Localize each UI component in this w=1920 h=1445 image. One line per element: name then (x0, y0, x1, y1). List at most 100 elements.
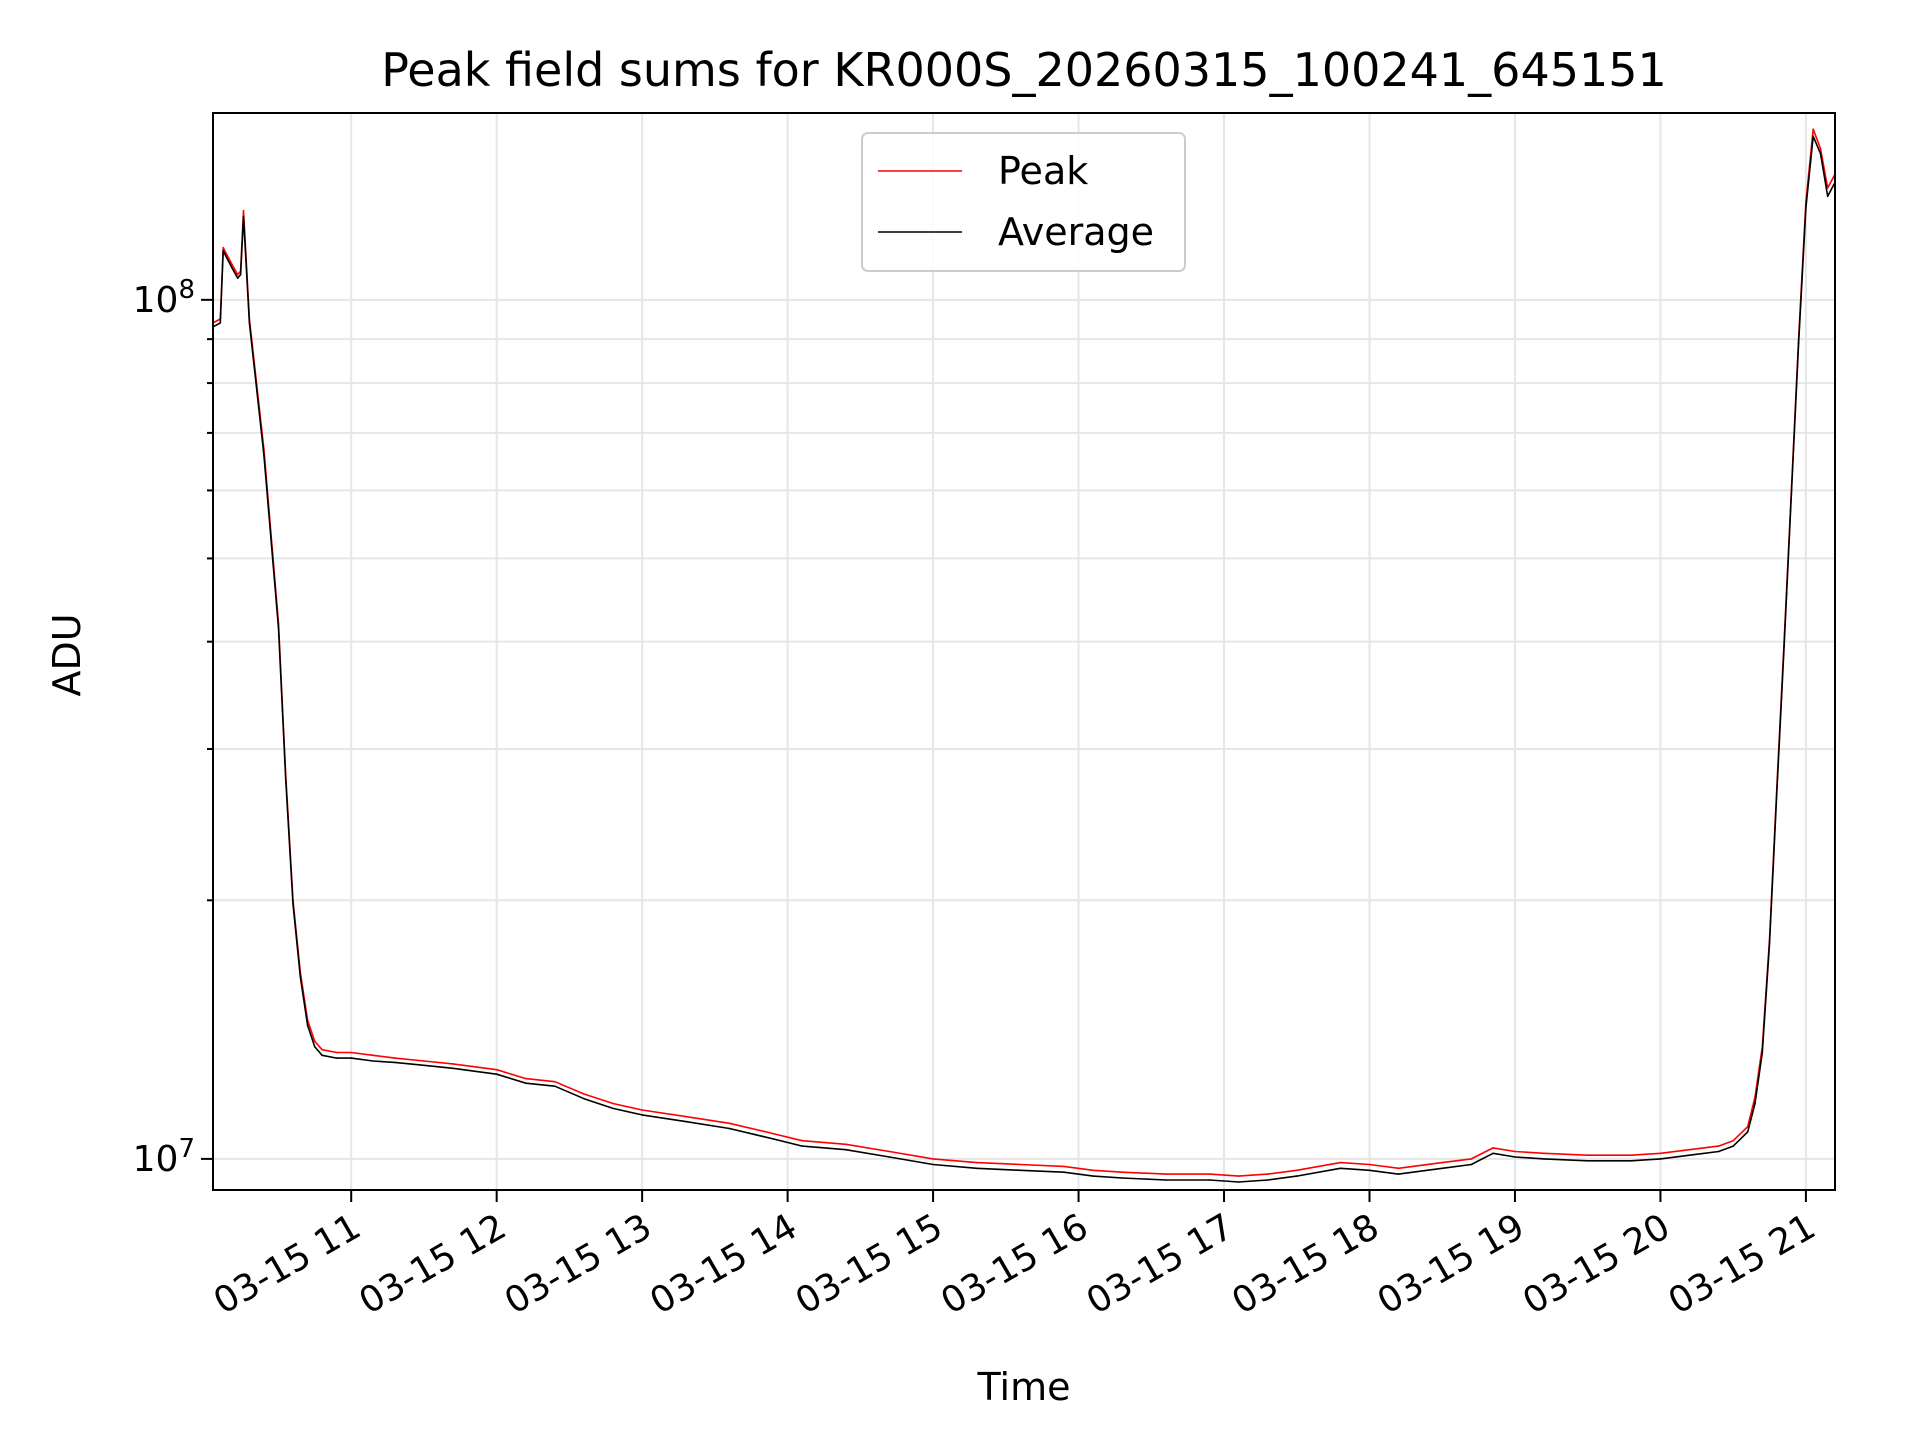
data-point-peak (612, 1102, 614, 1105)
data-point-average (231, 266, 233, 269)
data-point-average (1717, 1150, 1720, 1153)
chart-title: Peak field sums for KR000S_20260315_1002… (381, 43, 1667, 97)
data-point-peak (932, 1158, 934, 1160)
data-point-average (1266, 1179, 1269, 1181)
data-point-average (242, 215, 245, 218)
data-point-average (1732, 1145, 1734, 1147)
data-point-average (888, 1156, 891, 1158)
data-point-peak (975, 1161, 978, 1164)
data-point-average (284, 778, 287, 780)
data-point-peak (1441, 1161, 1443, 1164)
data-point-average (394, 1061, 396, 1064)
data-point-average (1019, 1169, 1022, 1172)
data-point-average (1368, 1169, 1371, 1172)
data-point-average (772, 1138, 774, 1140)
data-point-average (263, 454, 265, 456)
data-point-peak (350, 1051, 353, 1054)
data-point-peak (1063, 1165, 1065, 1168)
y-axis-label: ADU (45, 613, 89, 696)
data-point-peak (1165, 1173, 1167, 1175)
data-point-average (1092, 1175, 1094, 1177)
plot-lines (213, 128, 1835, 1183)
data-point-peak (1514, 1150, 1516, 1153)
data-point-average (1514, 1156, 1516, 1158)
data-point-average (1208, 1179, 1211, 1181)
data-point-average (641, 1114, 643, 1116)
data-point-average (239, 273, 242, 276)
data-point-average (1492, 1152, 1494, 1155)
data-point-peak (394, 1057, 396, 1059)
data-point-average (554, 1085, 556, 1087)
data-point-average (1543, 1158, 1545, 1160)
data-point-average (1165, 1179, 1167, 1181)
data-point-peak (1092, 1169, 1094, 1172)
data-point-peak (888, 1150, 891, 1153)
data-point-peak (314, 1040, 316, 1043)
data-point-average (685, 1120, 687, 1123)
y-tick-label: 108 (133, 275, 195, 321)
data-point-peak (1543, 1152, 1545, 1155)
data-point-average (1296, 1175, 1298, 1177)
data-point-average (350, 1057, 353, 1059)
data-point-peak (452, 1063, 454, 1065)
data-point-average (1819, 152, 1822, 155)
data-point-peak (1826, 187, 1829, 189)
data-point-average (1805, 206, 1807, 209)
data-point-average (975, 1167, 978, 1170)
x-axis-label: Time (977, 1365, 1071, 1409)
legend-peak-label: Peak (998, 149, 1088, 193)
data-point-average (1339, 1167, 1342, 1170)
data-point-average (525, 1082, 527, 1084)
data-point-peak (1819, 147, 1822, 150)
data-point-average (1812, 135, 1814, 138)
data-point-average (1397, 1173, 1400, 1175)
data-point-average (452, 1067, 454, 1070)
grid (213, 113, 1835, 1190)
series-line-average (213, 135, 1835, 1183)
data-point-average (299, 975, 302, 978)
data-point-peak (1746, 1125, 1749, 1128)
data-point-peak (1717, 1145, 1720, 1147)
data-point-peak (1397, 1167, 1400, 1170)
data-point-average (1790, 492, 1793, 495)
data-point-peak (236, 273, 239, 276)
data-point-average (219, 322, 222, 324)
data-point-average (1441, 1167, 1443, 1170)
data-point-peak (1688, 1148, 1691, 1151)
legend-average-label: Average (998, 210, 1154, 254)
data-point-average (314, 1046, 316, 1048)
plot-frame (212, 112, 1836, 1191)
legend: Peak Average (861, 132, 1186, 272)
data-point-peak (242, 209, 245, 212)
data-point-average (1761, 1051, 1764, 1054)
data-point-peak (1208, 1173, 1211, 1175)
data-point-peak (1732, 1139, 1734, 1142)
data-point-average (222, 250, 224, 252)
data-point-peak (335, 1051, 338, 1054)
data-point-average (1754, 1102, 1756, 1105)
data-point-peak (1659, 1152, 1662, 1155)
data-point-peak (1492, 1147, 1494, 1149)
data-point-peak (1237, 1175, 1240, 1177)
data-point-peak (772, 1132, 774, 1135)
data-point-peak (1586, 1154, 1589, 1156)
data-point-peak (1470, 1158, 1473, 1160)
data-point-peak (231, 263, 233, 266)
data-point-peak (423, 1060, 425, 1062)
data-point-average (236, 277, 239, 279)
data-point-peak (1266, 1173, 1269, 1175)
data-point-peak (222, 246, 224, 249)
data-point-peak (801, 1139, 803, 1142)
data-point-peak (495, 1068, 498, 1071)
data-point-average (495, 1073, 498, 1075)
data-point-average (1630, 1160, 1633, 1162)
data-point-average (1121, 1177, 1123, 1179)
data-point-peak (641, 1109, 643, 1111)
data-point-peak (321, 1048, 323, 1051)
data-point-average (801, 1145, 803, 1147)
data-point-average (335, 1057, 338, 1059)
data-point-peak (845, 1143, 847, 1146)
data-point-peak (1630, 1154, 1633, 1156)
